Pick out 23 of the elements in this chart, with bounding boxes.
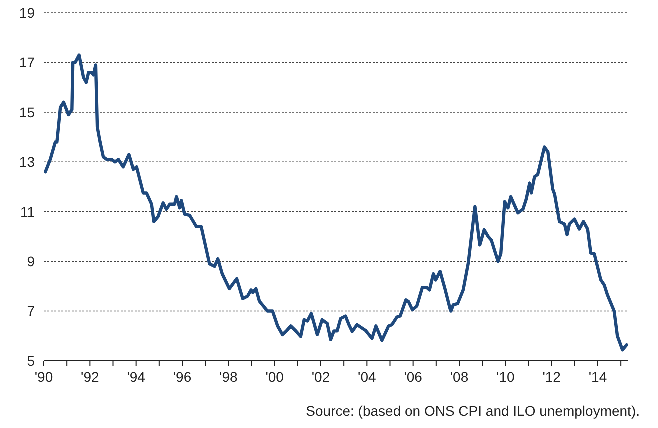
x-tick-label: '08 [450, 369, 469, 385]
y-tick-label: 15 [19, 104, 36, 120]
y-tick-label: 19 [19, 4, 36, 21]
x-tick-label: '12 [542, 369, 562, 385]
x-tick-label: '98 [220, 369, 238, 385]
source-note: Source: (based on ONS CPI and ILO unemployment). [306, 403, 640, 419]
y-tick-label: 5 [27, 352, 36, 369]
y-tick-label: 7 [27, 303, 36, 320]
x-tick-label: '04 [358, 369, 376, 385]
x-tick-label: '90 [34, 369, 54, 385]
x-tick-label: '10 [496, 369, 515, 385]
x-tick-label: '94 [127, 369, 146, 385]
y-tick-label: 11 [20, 204, 36, 220]
y-tick-label: 9 [27, 253, 36, 270]
x-tick-label: '00 [266, 369, 284, 385]
x-tick-label: '02 [312, 369, 330, 385]
line-series [44, 54, 628, 352]
x-tick-label: '06 [404, 369, 423, 385]
x-tick-label: '96 [173, 369, 192, 385]
y-tick-label: 17 [19, 54, 36, 71]
x-tick-label: '14 [588, 369, 608, 385]
y-tick-label: 13 [19, 154, 36, 170]
x-tick-label: '92 [81, 369, 100, 385]
